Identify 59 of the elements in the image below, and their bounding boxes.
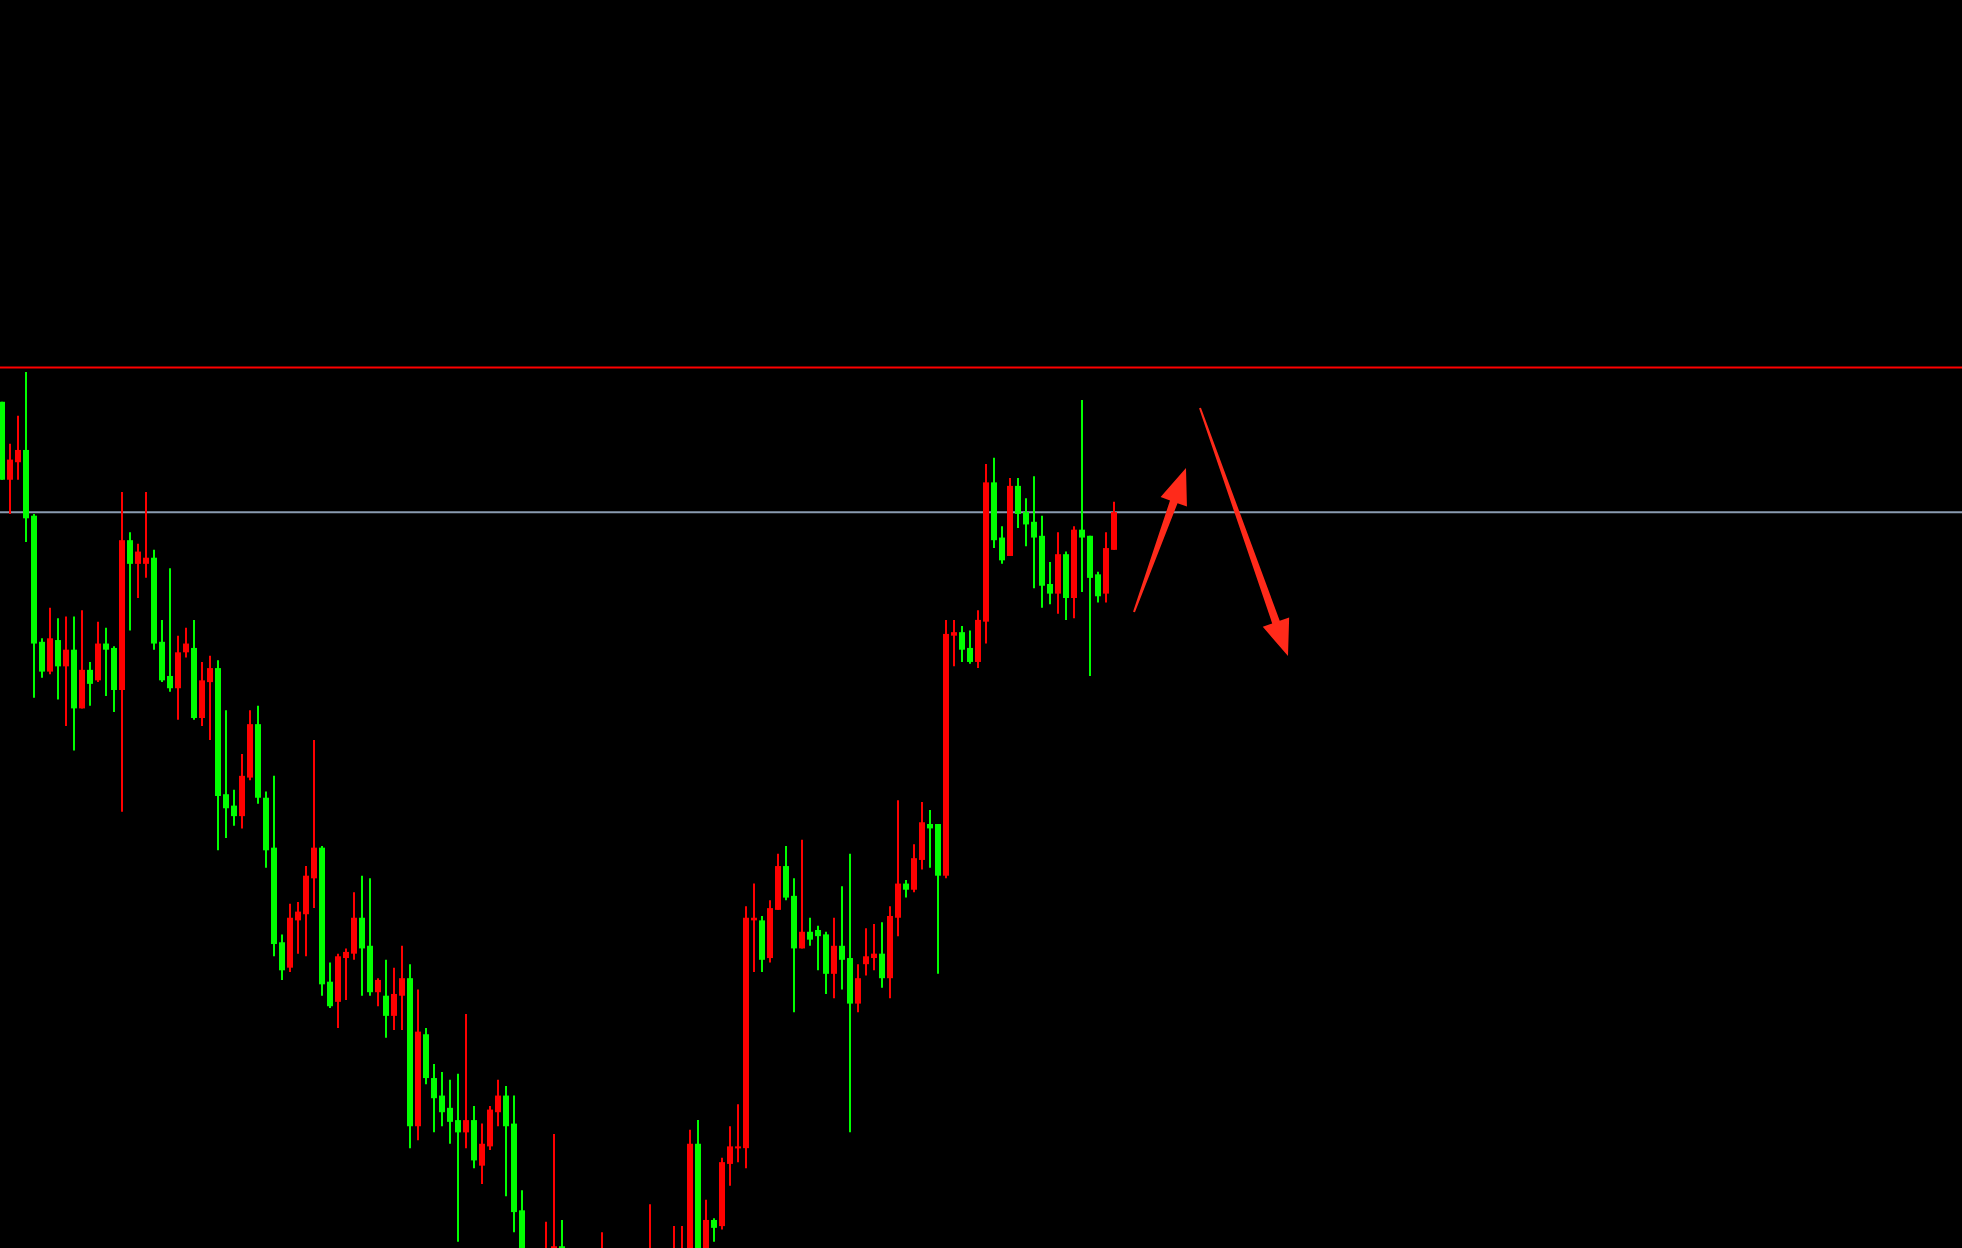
candlestick — [167, 567, 173, 693]
candlestick — [927, 809, 933, 869]
candlestick — [1063, 550, 1069, 621]
candlestick — [1031, 475, 1037, 590]
candlestick — [815, 924, 821, 972]
candlestick — [399, 944, 405, 1031]
candlestick — [1079, 399, 1085, 593]
candlestick — [967, 629, 973, 665]
candlestick — [55, 617, 61, 701]
candlestick — [439, 1070, 445, 1128]
candlestick — [15, 414, 21, 481]
candlestick — [391, 966, 397, 1031]
candlestick — [207, 654, 213, 741]
candlestick — [455, 1072, 461, 1243]
candlestick — [447, 1078, 453, 1145]
candlestick — [63, 615, 69, 727]
candlestick — [7, 442, 13, 515]
candlestick — [471, 1105, 477, 1170]
candlestick — [807, 916, 813, 947]
candlestick — [127, 531, 133, 632]
candlestick — [855, 963, 861, 1014]
candlestick — [383, 958, 389, 1039]
candlestick — [335, 952, 341, 1030]
candlestick — [847, 852, 853, 1134]
candlestick — [431, 1063, 437, 1134]
candlestick — [959, 625, 965, 663]
candlestick — [111, 645, 117, 713]
candlestick — [183, 626, 189, 659]
candlestick — [823, 930, 829, 995]
candlestick — [87, 660, 93, 707]
candlestick — [135, 542, 141, 600]
candlestick — [863, 927, 869, 977]
candlestick — [351, 891, 357, 961]
candlestick — [79, 609, 85, 710]
candlestick — [1015, 477, 1021, 529]
candlestick — [551, 1133, 557, 1248]
candlestick — [759, 915, 765, 974]
candlestick — [103, 626, 109, 698]
candlestick — [143, 491, 149, 579]
candlestick — [199, 660, 205, 727]
candlestick — [367, 877, 373, 997]
candlestick — [879, 921, 885, 989]
candlestick — [175, 634, 181, 721]
candlestick — [311, 738, 317, 910]
candlestick — [1087, 534, 1093, 677]
candlestick — [871, 922, 877, 972]
candlestick — [423, 1027, 429, 1086]
candlestick — [375, 977, 381, 1008]
candlestick — [799, 838, 805, 950]
candlestick — [47, 606, 53, 676]
candlestick — [559, 1218, 565, 1248]
candlestick — [831, 916, 837, 1000]
candlestick — [711, 1217, 717, 1243]
candlestick — [359, 874, 365, 997]
candlestick — [703, 1198, 709, 1248]
candlestick — [95, 620, 101, 684]
candlestick — [231, 788, 237, 827]
candlestick — [463, 1013, 469, 1150]
candlestick — [1055, 531, 1061, 615]
